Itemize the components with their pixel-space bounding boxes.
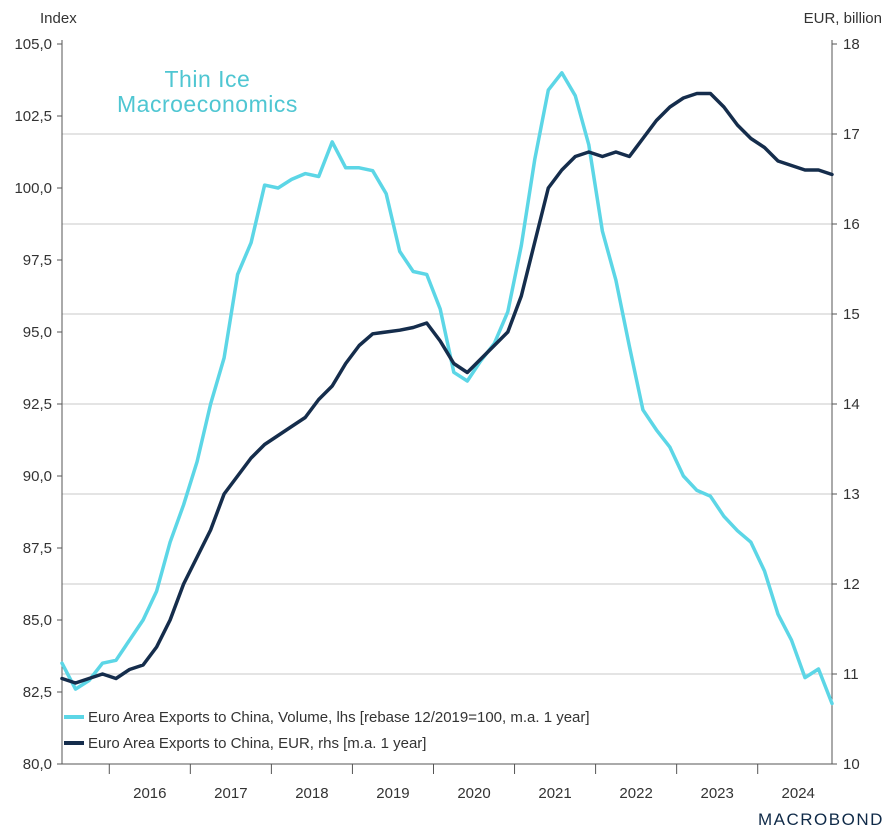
x-axis-tick-label: 2023 (700, 785, 733, 802)
series-line-volume (60, 71, 834, 706)
legend-item: Euro Area Exports to China, Volume, lhs … (64, 704, 590, 730)
logo: Thin Ice Macroeconomics (117, 68, 298, 116)
legend: Euro Area Exports to China, Volume, lhs … (64, 704, 590, 756)
series-line-eur (60, 91, 834, 685)
legend-item: Euro Area Exports to China, EUR, rhs [m.… (64, 730, 590, 756)
right-axis-tick-label: 16 (843, 216, 860, 233)
axes: 10 11 12 13 14 15 16 17 18 80,0 82,5 85,0 87,5 90,0 92… (14, 36, 859, 802)
left-axis-title: Index (40, 10, 77, 27)
left-axis-tick-label: 85,0 (23, 612, 52, 629)
right-axis-tick-label: 17 (843, 126, 860, 143)
right-axis-tick-label: 11 (843, 666, 859, 683)
x-axis-tick-label: 2017 (214, 785, 247, 802)
x-axis-tick-label: 2016 (133, 785, 166, 802)
right-axis-tick-label: 12 (843, 576, 860, 593)
left-axis-tick-label: 87,5 (23, 540, 52, 557)
x-axis-tick-label: 2019 (376, 785, 409, 802)
legend-swatch-volume (64, 715, 84, 719)
right-axis-tick-label: 15 (843, 306, 860, 323)
left-axis-tick-label: 105,0 (14, 36, 52, 53)
legend-label-eur: Euro Area Exports to China, EUR, rhs [m.… (88, 734, 427, 752)
right-axis-tick-label: 13 (843, 486, 860, 503)
left-axis-tick-label: 80,0 (23, 756, 52, 773)
right-axis-tick-label: 14 (843, 396, 860, 413)
x-axis-tick-label: 2024 (782, 785, 815, 802)
x-axis-tick-label: 2021 (538, 785, 571, 802)
left-axis-tick-label: 97,5 (23, 252, 52, 269)
x-axis-tick-label: 2018 (295, 785, 328, 802)
right-axis-tick-label: 18 (843, 36, 860, 53)
left-axis-tick-label: 100,0 (14, 180, 52, 197)
left-axis-tick-label: 92,5 (23, 396, 52, 413)
logo-line2: Macroeconomics (117, 91, 298, 117)
left-axis-tick-label: 82,5 (23, 684, 52, 701)
series-group (60, 71, 834, 706)
legend-swatch-eur (64, 741, 84, 745)
left-axis-tick-label: 90,0 (23, 468, 52, 485)
logo-line1: Thin Ice (164, 66, 251, 92)
grid (62, 133, 832, 675)
x-axis-tick-label: 2020 (457, 785, 490, 802)
x-axis-tick-label: 2022 (619, 785, 652, 802)
right-axis-tick-label: 10 (843, 756, 860, 773)
right-axis-title: EUR, billion (803, 10, 882, 27)
left-axis-tick-label: 102,5 (14, 108, 52, 125)
brand-logo: MACROBOND (758, 810, 884, 829)
left-axis-tick-label: 95,0 (23, 324, 52, 341)
legend-label-volume: Euro Area Exports to China, Volume, lhs … (88, 708, 590, 726)
